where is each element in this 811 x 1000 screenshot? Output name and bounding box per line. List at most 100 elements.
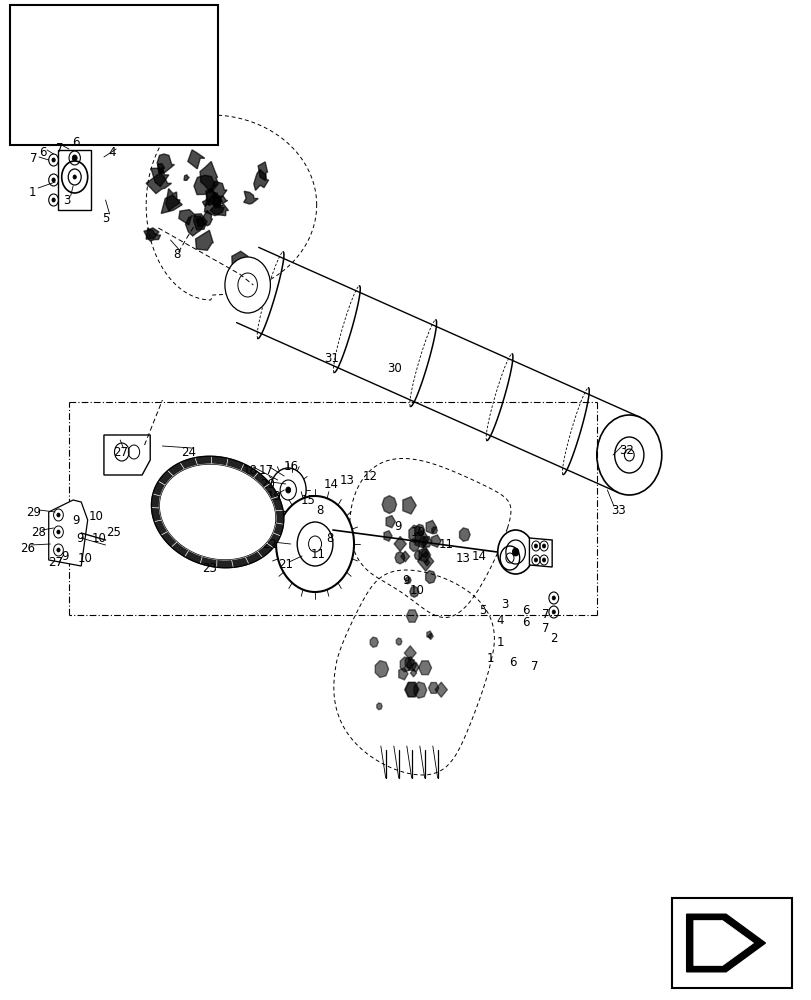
Text: 6: 6	[71, 136, 79, 149]
Circle shape	[551, 610, 555, 614]
Text: 7: 7	[530, 660, 538, 672]
Text: 9: 9	[393, 520, 401, 532]
Polygon shape	[406, 610, 418, 622]
Polygon shape	[196, 218, 204, 227]
Polygon shape	[217, 196, 227, 204]
Polygon shape	[185, 216, 205, 236]
Polygon shape	[104, 435, 150, 475]
Circle shape	[57, 530, 60, 534]
Text: 30: 30	[387, 362, 401, 375]
Polygon shape	[232, 251, 251, 274]
Circle shape	[104, 26, 115, 40]
Polygon shape	[414, 530, 428, 548]
Polygon shape	[405, 682, 418, 697]
Polygon shape	[425, 571, 436, 583]
Polygon shape	[410, 586, 418, 597]
Circle shape	[85, 27, 97, 41]
Text: 10: 10	[78, 552, 92, 564]
Text: 7: 7	[541, 621, 549, 635]
Polygon shape	[428, 683, 438, 693]
Polygon shape	[404, 646, 415, 660]
Polygon shape	[435, 682, 447, 697]
Text: 11: 11	[311, 548, 325, 560]
Text: 31: 31	[324, 352, 338, 364]
Polygon shape	[414, 551, 422, 560]
Polygon shape	[400, 657, 411, 672]
Polygon shape	[136, 107, 148, 130]
Text: 3: 3	[62, 194, 71, 207]
Polygon shape	[693, 920, 753, 966]
Polygon shape	[393, 536, 406, 551]
Text: 10: 10	[410, 584, 424, 596]
Bar	[672, 898, 791, 988]
Polygon shape	[414, 682, 427, 698]
Text: 4: 4	[108, 145, 116, 158]
Circle shape	[225, 257, 270, 313]
Polygon shape	[152, 456, 283, 568]
Polygon shape	[426, 520, 436, 534]
Polygon shape	[254, 169, 268, 190]
Polygon shape	[396, 638, 401, 645]
Text: 27: 27	[48, 556, 62, 570]
Polygon shape	[165, 189, 180, 211]
Text: 6: 6	[521, 603, 530, 616]
Polygon shape	[212, 181, 227, 198]
Text: 8: 8	[315, 504, 324, 516]
Text: 15: 15	[301, 493, 315, 506]
Circle shape	[122, 25, 134, 39]
Text: 33: 33	[611, 504, 625, 516]
Polygon shape	[68, 111, 80, 134]
Text: 10: 10	[410, 526, 425, 538]
Text: 21: 21	[278, 558, 293, 570]
Polygon shape	[411, 663, 418, 672]
Text: 14: 14	[324, 478, 338, 490]
Polygon shape	[384, 531, 392, 541]
Circle shape	[497, 530, 533, 574]
Circle shape	[52, 198, 55, 202]
Text: 9: 9	[61, 550, 69, 562]
Bar	[10, 5, 217, 145]
Text: 13: 13	[340, 474, 354, 487]
Circle shape	[534, 558, 537, 562]
Text: 2: 2	[549, 632, 557, 645]
Text: 22: 22	[262, 538, 277, 552]
Text: 11: 11	[439, 538, 453, 550]
Circle shape	[72, 155, 77, 161]
Text: 7: 7	[55, 142, 63, 155]
Polygon shape	[431, 535, 440, 547]
Circle shape	[512, 548, 518, 556]
Text: 20: 20	[260, 479, 275, 491]
Polygon shape	[258, 162, 268, 180]
Text: 5: 5	[478, 603, 486, 616]
Text: 9: 9	[75, 532, 84, 544]
Text: 1: 1	[496, 636, 504, 648]
Polygon shape	[409, 525, 422, 543]
Text: 7: 7	[30, 152, 38, 165]
Circle shape	[67, 28, 78, 42]
Circle shape	[73, 175, 76, 179]
Circle shape	[159, 22, 170, 36]
Polygon shape	[49, 500, 88, 566]
Text: 27: 27	[113, 446, 127, 458]
Polygon shape	[204, 193, 224, 216]
Polygon shape	[405, 657, 414, 669]
Text: 10: 10	[92, 532, 106, 544]
Polygon shape	[212, 194, 222, 208]
Text: 6: 6	[508, 656, 517, 670]
Polygon shape	[184, 175, 189, 180]
Polygon shape	[159, 464, 276, 560]
Polygon shape	[405, 577, 410, 584]
Circle shape	[52, 158, 55, 162]
Circle shape	[285, 487, 290, 493]
Text: 6: 6	[521, 616, 530, 630]
Polygon shape	[398, 668, 407, 680]
Polygon shape	[431, 527, 437, 534]
Text: 32: 32	[619, 444, 633, 456]
Polygon shape	[376, 703, 382, 710]
Polygon shape	[157, 164, 165, 173]
Polygon shape	[243, 191, 258, 204]
Circle shape	[534, 544, 537, 548]
Polygon shape	[418, 547, 430, 562]
Text: 4: 4	[496, 613, 504, 626]
Polygon shape	[206, 189, 221, 208]
